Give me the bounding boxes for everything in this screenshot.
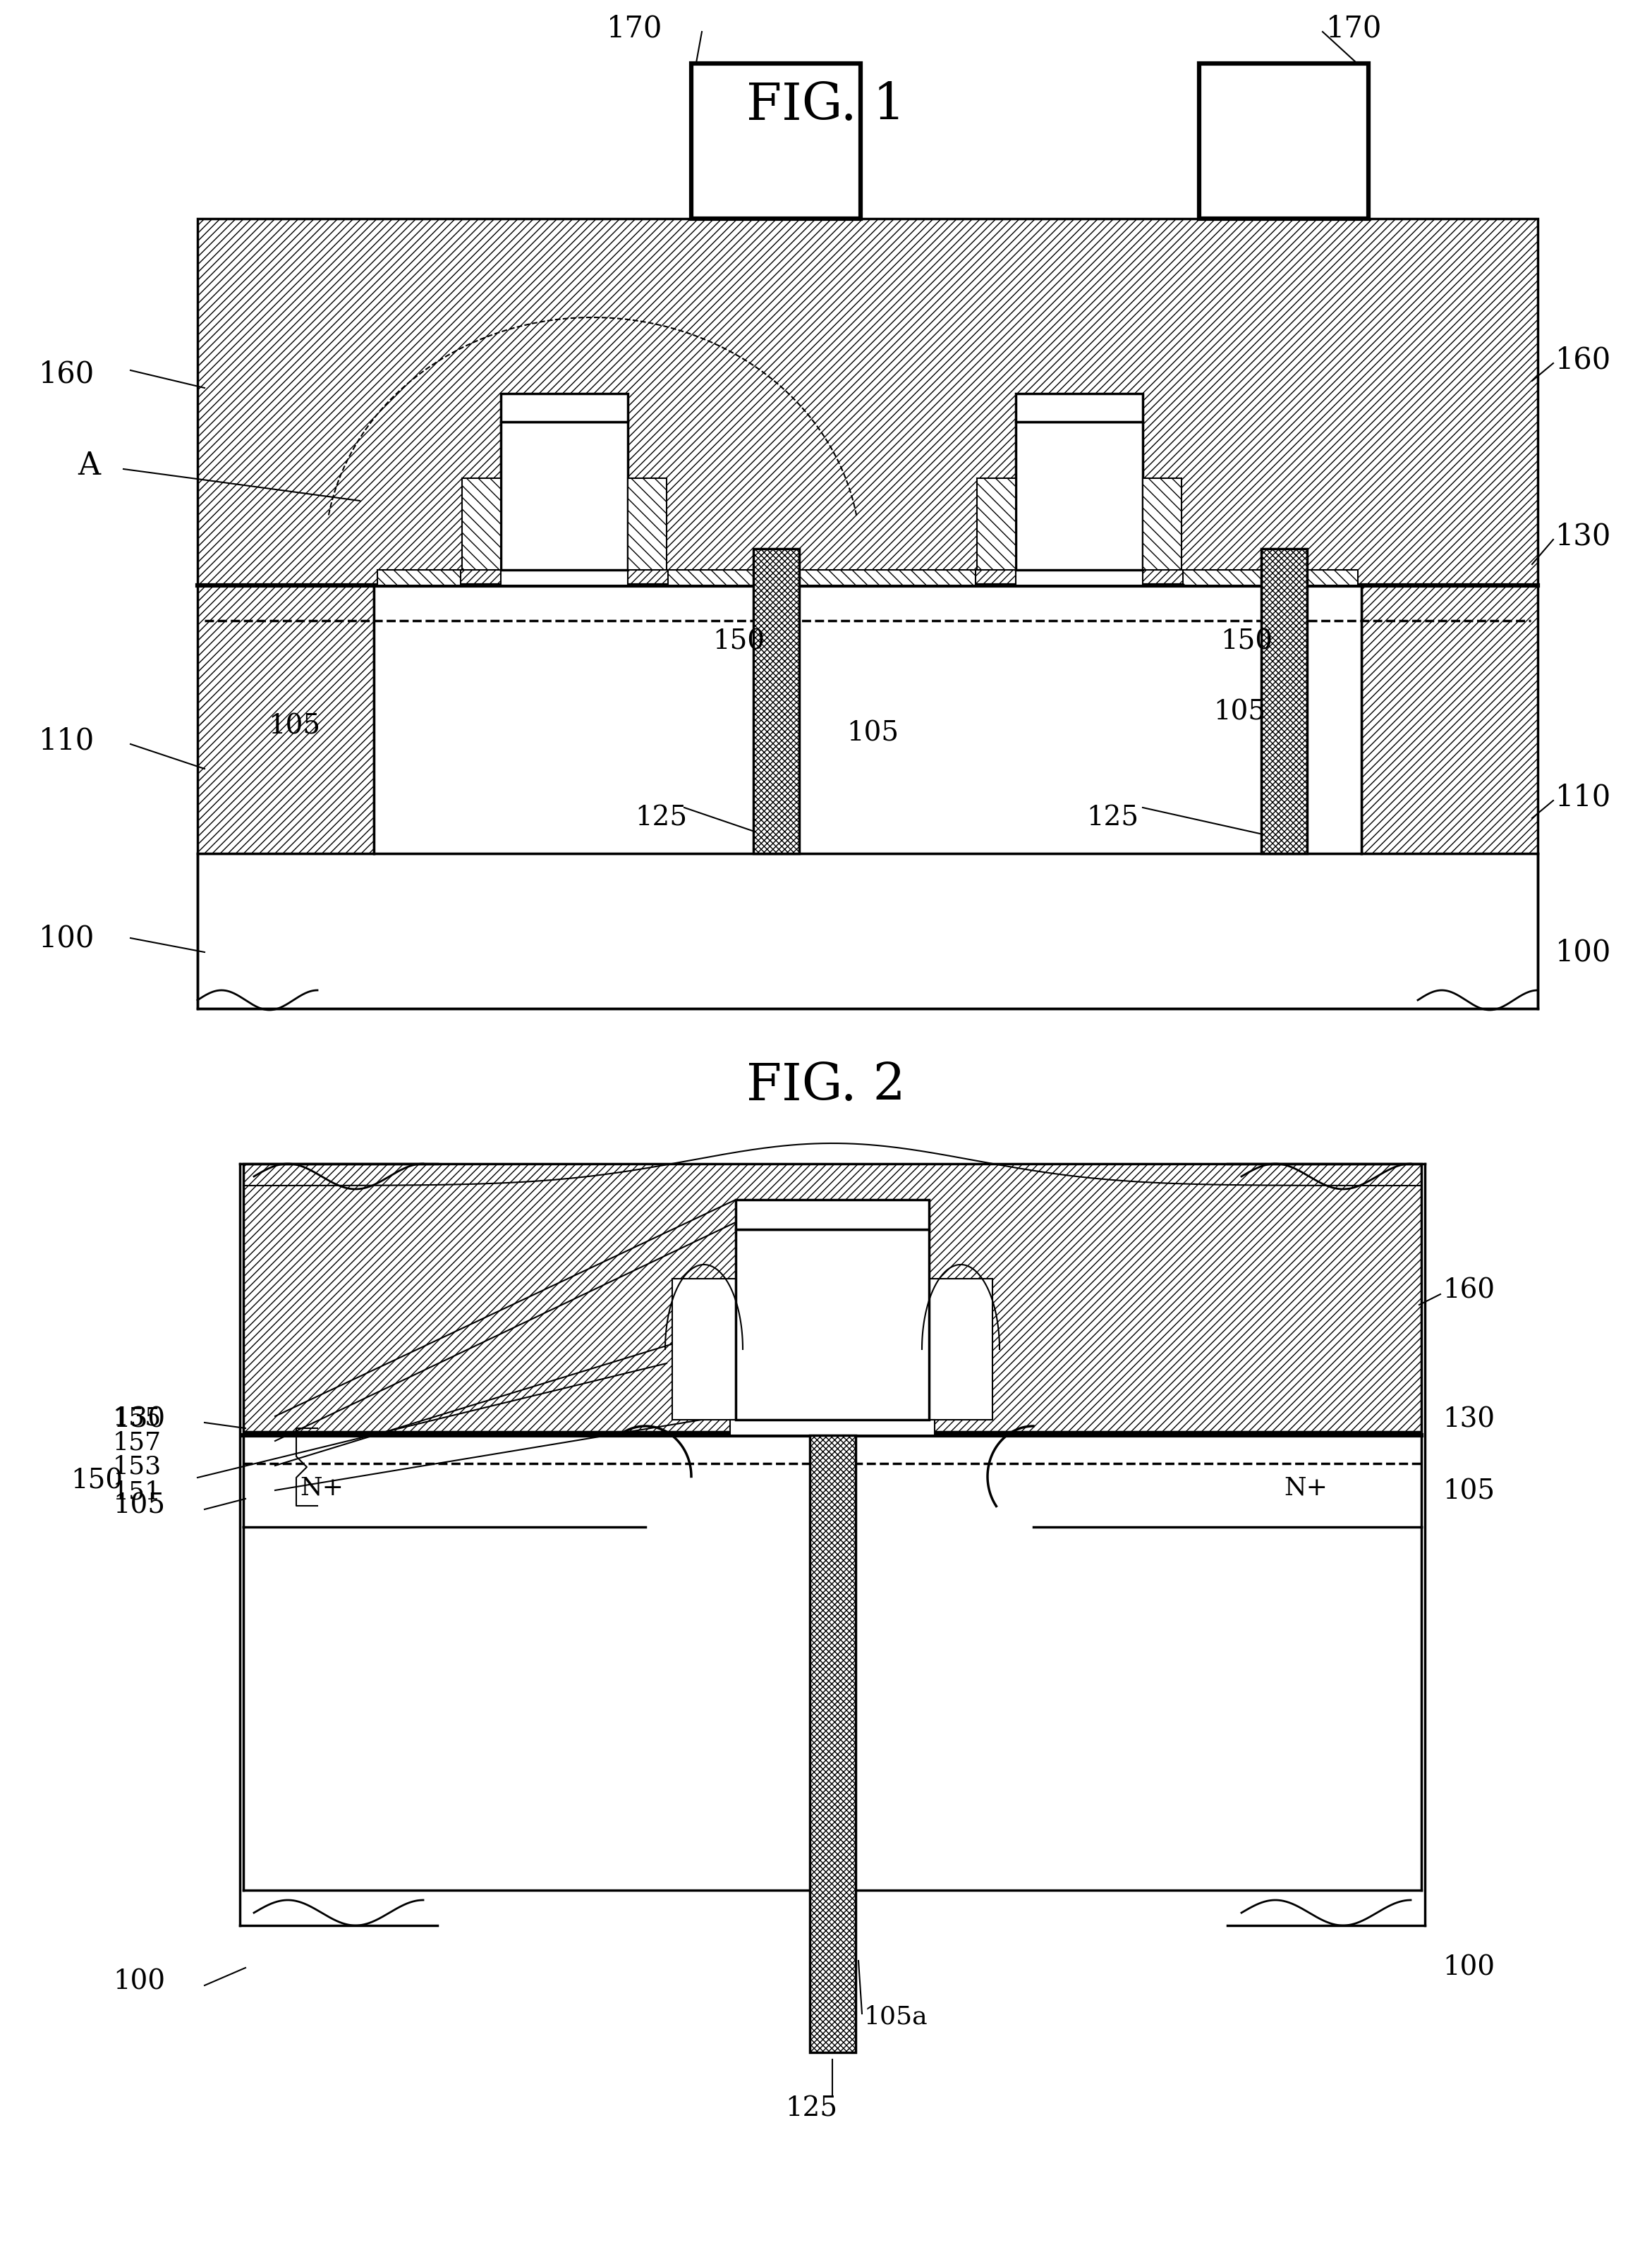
Bar (501, 571, 628, 586)
Bar (1016, 571, 1143, 586)
Text: 105: 105 (268, 713, 320, 740)
Text: 100: 100 (112, 1970, 165, 1995)
Text: 105: 105 (1442, 1478, 1495, 1506)
Text: 150: 150 (1221, 629, 1272, 654)
Text: 125: 125 (1087, 806, 1138, 831)
Text: 160: 160 (1442, 1277, 1495, 1304)
Text: 170: 170 (606, 14, 662, 43)
Text: 155: 155 (112, 1406, 162, 1429)
Text: 105: 105 (112, 1492, 165, 1519)
Bar (373, 586, 1361, 854)
Text: 100: 100 (38, 924, 94, 953)
Text: N+: N+ (1284, 1476, 1328, 1501)
Text: N+: N+ (299, 1476, 344, 1501)
Bar (243, 1435, 687, 1526)
Text: 130: 130 (1556, 521, 1611, 550)
Bar (1183, 571, 1358, 586)
Text: 105a: 105a (864, 2006, 928, 2029)
Text: 125: 125 (785, 2096, 838, 2121)
Text: 110: 110 (38, 727, 94, 756)
Bar (691, 63, 861, 220)
Text: 160: 160 (38, 360, 94, 389)
Text: 105: 105 (1213, 700, 1265, 724)
Bar (730, 1420, 935, 1435)
Bar (809, 1435, 856, 2053)
Bar (1199, 63, 1368, 220)
Bar (753, 548, 800, 854)
Bar (501, 421, 628, 571)
Bar (1361, 586, 1538, 854)
Bar (928, 1279, 993, 1420)
Bar (735, 1229, 928, 1420)
Text: 130: 130 (1442, 1406, 1495, 1433)
Text: FIG. 2: FIG. 2 (747, 1062, 905, 1112)
Bar (377, 571, 461, 586)
Text: 110: 110 (1556, 781, 1611, 813)
Bar (243, 1164, 1421, 1431)
Bar (198, 586, 373, 854)
Bar (735, 1200, 928, 1229)
Bar (628, 478, 667, 571)
Bar (240, 1094, 1426, 2137)
Text: 160: 160 (1556, 344, 1611, 374)
Bar (1260, 548, 1307, 854)
Text: 157: 157 (112, 1431, 162, 1453)
Text: FIG. 1: FIG. 1 (747, 82, 905, 131)
Bar (667, 571, 976, 586)
Bar (1016, 421, 1143, 571)
Bar (463, 478, 501, 571)
Bar (198, 854, 1538, 1007)
Bar (501, 394, 628, 421)
Bar (1143, 478, 1181, 571)
Text: 125: 125 (634, 806, 687, 831)
Text: 100: 100 (1442, 1954, 1495, 1981)
Text: 153: 153 (112, 1456, 162, 1478)
Text: 150: 150 (712, 629, 765, 654)
Text: 151: 151 (112, 1481, 162, 1503)
Text: 100: 100 (1556, 937, 1611, 967)
Bar (976, 478, 1016, 571)
Text: A: A (78, 451, 101, 480)
Text: 105: 105 (846, 720, 899, 747)
Bar (1016, 394, 1143, 421)
Text: 150: 150 (71, 1467, 122, 1494)
Bar (198, 220, 1538, 586)
Bar (672, 1279, 735, 1420)
Text: 170: 170 (1327, 14, 1383, 43)
Text: 130: 130 (112, 1406, 165, 1433)
Bar (1019, 1435, 1421, 1526)
